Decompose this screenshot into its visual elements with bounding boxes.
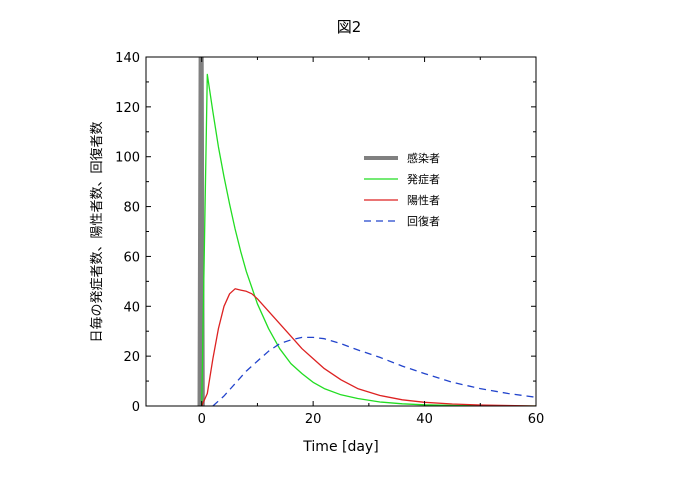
x-tick-label: 40 [416,412,433,427]
legend-label-2: 発症者 [407,172,440,186]
y-tick-label: 20 [123,350,140,365]
legend-label-3: 陽性者 [407,193,440,207]
series-line-2 [201,73,536,406]
series-line-4 [212,336,536,406]
y-tick-label: 40 [123,300,140,315]
y-tick-label: 80 [123,201,140,216]
x-tick-label: 20 [305,412,322,427]
y-tick-label: 0 [132,400,140,415]
y-axis-label: 日毎の発症者数、陽性者数、回復者数 [89,121,105,342]
legend-label-4: 回復者 [407,215,440,228]
y-tick-label: 100 [115,151,140,166]
y-tick-label: 140 [115,51,140,66]
series-line-3 [201,288,536,406]
x-tick-label: 60 [528,412,545,427]
x-tick-label: 0 [198,412,206,427]
plot-area [197,57,536,406]
y-tick-label: 120 [115,101,140,116]
chart-title: 図2 [337,18,362,36]
x-axis-label: Time [day] [302,439,378,455]
y-tick-label: 60 [123,250,140,265]
series-line-1 [197,57,205,406]
axes: 0 20 40 60 0 20 40 60 80 100 120 140 [115,51,544,427]
legend-label-1: 感染者 [407,151,440,165]
